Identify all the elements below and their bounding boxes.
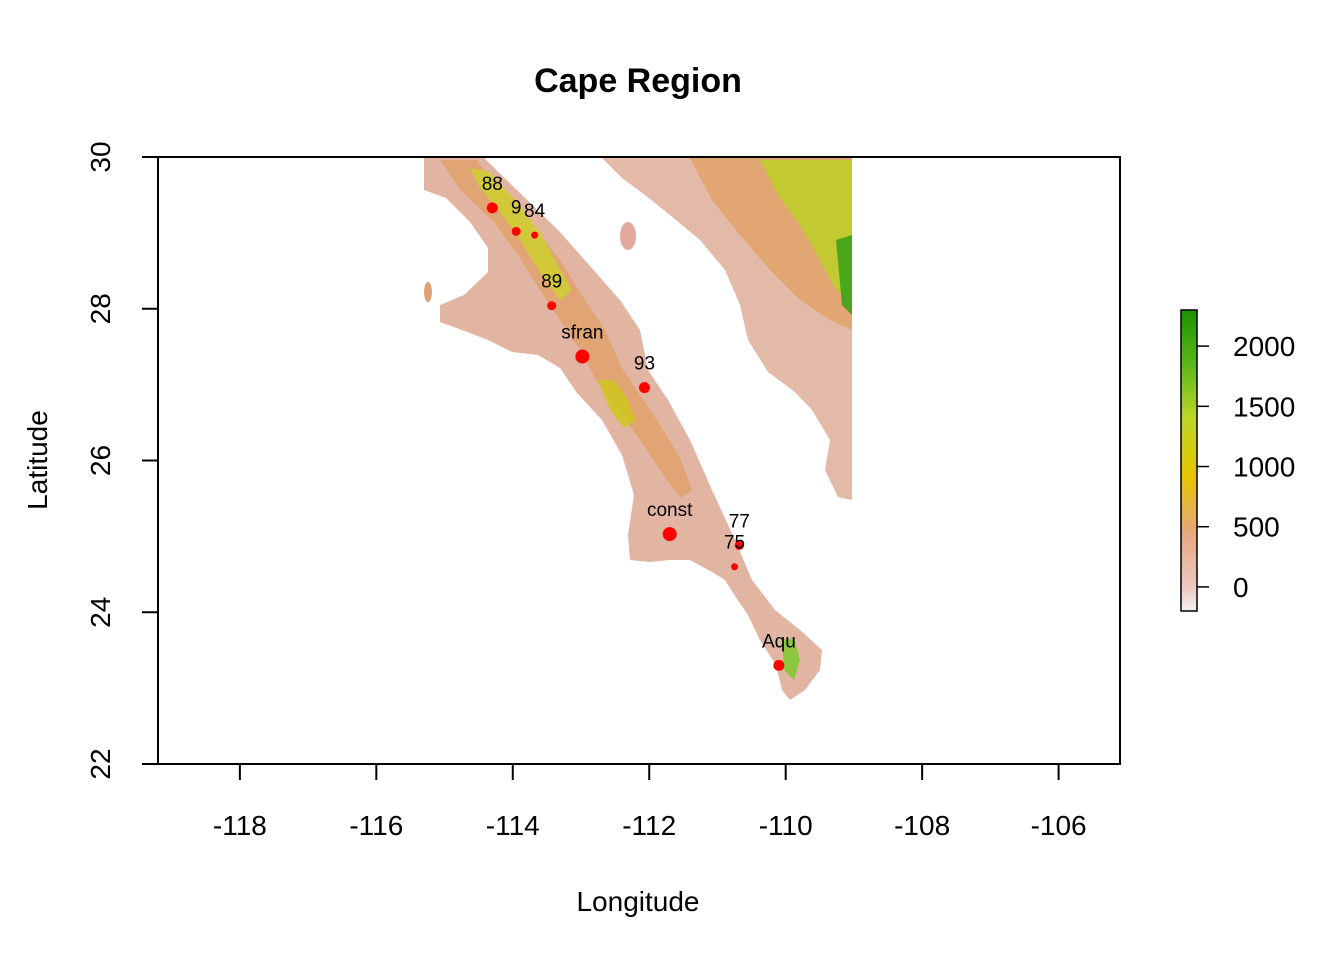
- y-axis-label: Latitude: [22, 410, 53, 510]
- x-tick-label: -106: [1031, 810, 1087, 841]
- y-tick-label: 26: [85, 445, 116, 476]
- mainland-summits: [836, 235, 852, 315]
- site-point: [531, 231, 539, 239]
- x-tick-label: -116: [349, 810, 403, 841]
- site-point: [638, 382, 650, 394]
- y-tick-label: 22: [85, 748, 116, 779]
- x-axis-label: Longitude: [576, 886, 699, 917]
- site-label: 88: [482, 174, 503, 195]
- legend-tick-label: 500: [1233, 512, 1280, 543]
- elevation-raster: [424, 158, 852, 700]
- site-point: [662, 527, 677, 542]
- x-tick-label: -118: [213, 810, 267, 841]
- site-label: 77: [729, 511, 750, 532]
- legend-tick-label: 1000: [1233, 452, 1295, 483]
- site-label: Aqu: [762, 631, 796, 652]
- peninsula-peaks: [470, 168, 572, 300]
- baja-peninsula: [424, 158, 822, 700]
- site-point: [773, 659, 785, 671]
- x-tick-label: -112: [622, 810, 676, 841]
- mainland-peaks: [760, 160, 852, 300]
- legend-tick-label: 2000: [1233, 331, 1295, 362]
- site-point: [734, 540, 744, 550]
- elevation-legend: 0 500 1000 1500 2000: [1180, 309, 1295, 612]
- x-axis: -118 -116 -114 -112 -110 -108 -106: [213, 764, 1087, 841]
- y-tick-label: 30: [85, 141, 116, 172]
- site-point: [511, 226, 521, 236]
- site-label: 93: [634, 354, 655, 375]
- island-tiburon: [620, 222, 636, 250]
- y-axis: 22 24 26 28 30: [85, 141, 158, 780]
- legend-tick-label: 0: [1233, 572, 1249, 603]
- legend-tick-label: 1500: [1233, 391, 1295, 422]
- y-tick-label: 28: [85, 293, 116, 324]
- site-point: [575, 349, 590, 364]
- site-label: sfran: [561, 323, 603, 344]
- central-peaks: [598, 380, 636, 428]
- site-point: [547, 301, 557, 311]
- y-tick-label: 24: [85, 597, 116, 628]
- legend-colorbar: [1180, 309, 1198, 612]
- site-point: [731, 563, 739, 571]
- site-label: 75: [724, 533, 745, 554]
- site-label: 9: [511, 197, 522, 218]
- x-tick-label: -108: [894, 810, 950, 841]
- x-tick-label: -110: [759, 810, 813, 841]
- site-label: 89: [541, 272, 562, 293]
- site-label: 84: [524, 201, 546, 222]
- site-label: const: [647, 500, 693, 521]
- cape-peaks: [782, 638, 800, 680]
- x-tick-label: -114: [486, 810, 540, 841]
- island-small: [424, 282, 432, 302]
- chart-title: Cape Region: [534, 62, 742, 100]
- site-point: [486, 202, 498, 214]
